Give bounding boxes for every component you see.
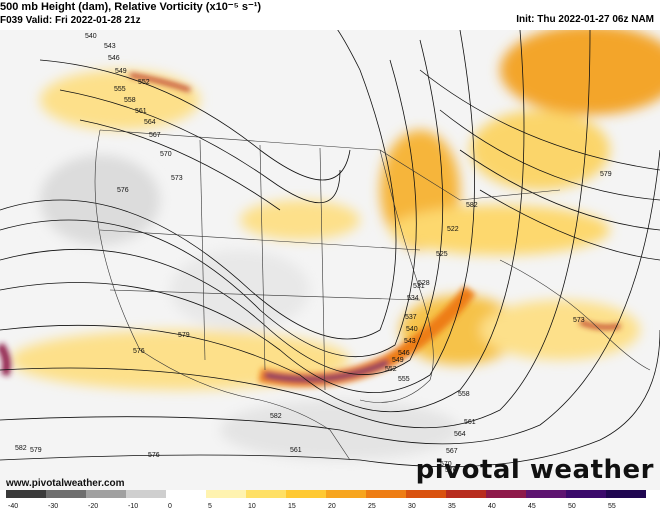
colorbar-tick-label: 40	[488, 503, 496, 510]
contour-label: 567	[149, 132, 161, 139]
contour-label: 540	[85, 33, 97, 40]
colorbar-swatch	[86, 490, 126, 498]
contour-label: 570	[440, 461, 452, 468]
contour-label: 546	[108, 55, 120, 62]
contour-label: 576	[445, 467, 457, 474]
contour-label: 579	[178, 332, 190, 339]
contour-labels: 5405435465495525555585615645675705735765…	[15, 33, 612, 474]
vorticity-colorbar: -40 -30 -20 -10 0 5 10 15 20 25 30 35 40 45 50 55	[6, 490, 646, 510]
colorbar-swatch	[46, 490, 86, 498]
colorbar-swatch	[446, 490, 486, 498]
colorbar-tick-label: 50	[568, 503, 576, 510]
weather-map: 5405435465495525555585615645675705735765…	[0, 30, 660, 490]
contour-label: 525	[436, 251, 448, 258]
colorbar-tick-label: 0	[168, 503, 172, 510]
colorbar-swatch	[406, 490, 446, 498]
colorbar-swatch	[206, 490, 246, 498]
contour-label: 576	[148, 452, 160, 459]
contour-label: 537	[405, 314, 417, 321]
colorbar-swatch	[286, 490, 326, 498]
contour-label: 543	[404, 338, 416, 345]
contour-label: 579	[600, 171, 612, 178]
colorbar-tick-label: -10	[128, 503, 138, 510]
colorbar-swatch	[126, 490, 166, 498]
contour-label: 549	[115, 68, 127, 75]
contour-label: 543	[104, 43, 116, 50]
contour-label: 564	[454, 431, 466, 438]
contour-label: 558	[124, 97, 136, 104]
political-borders	[94, 129, 651, 461]
contour-label: 522	[447, 226, 459, 233]
contour-label: 552	[385, 366, 397, 373]
contour-label: 555	[114, 86, 126, 93]
colorbar-tick-label: 10	[248, 503, 256, 510]
contour-label: 567	[446, 448, 458, 455]
contour-label: 570	[160, 151, 172, 158]
brand-logo: pivotal weather	[415, 455, 654, 485]
colorbar-swatch	[366, 490, 406, 498]
init-time: Init: Thu 2022-01-27 06z NAM	[516, 14, 654, 25]
contour-label: 579	[30, 447, 42, 454]
colorbar-swatch	[526, 490, 566, 498]
colorbar-tick-label: 45	[528, 503, 536, 510]
contour-label: 549	[392, 357, 404, 364]
contour-label: 576	[133, 348, 145, 355]
contour-label: 561	[290, 447, 302, 454]
colorbar-swatch	[486, 490, 526, 498]
contour-label: 546	[398, 350, 410, 357]
valid-time: F039 Valid: Fri 2022-01-28 21z	[0, 14, 660, 28]
contour-label: 540	[406, 326, 418, 333]
colorbar-tick-label: 25	[368, 503, 376, 510]
colorbar-tick-label: 55	[608, 503, 616, 510]
contour-label: 582	[270, 413, 282, 420]
contour-label: 528	[418, 280, 430, 287]
contour-label: 561	[135, 108, 147, 115]
contour-label: 564	[144, 119, 156, 126]
website-credit: www.pivotalweather.com	[6, 478, 125, 489]
contour-label: 582	[466, 202, 478, 209]
colorbar-tick-label: 15	[288, 503, 296, 510]
contour-label: 558	[458, 391, 470, 398]
contour-label: 573	[171, 175, 183, 182]
colorbar-swatch	[166, 490, 206, 498]
map-title: 500 mb Height (dam), Relative Vorticity …	[0, 0, 660, 14]
contour-label: 531	[413, 283, 425, 290]
colorbar-swatch	[606, 490, 646, 498]
contour-label: 534	[407, 295, 419, 302]
colorbar-swatch	[246, 490, 286, 498]
contour-label: 573	[573, 317, 585, 324]
colorbar-tick-label: 30	[408, 503, 416, 510]
colorbar-tick-label: 20	[328, 503, 336, 510]
contour-label: 552	[138, 79, 150, 86]
colorbar-tick-label: -30	[48, 503, 58, 510]
colorbar-tick-label: -40	[8, 503, 18, 510]
colorbar-swatch	[326, 490, 366, 498]
contour-label: 576	[117, 187, 129, 194]
colorbar-tick-label: 5	[208, 503, 212, 510]
colorbar-tick-label: -20	[88, 503, 98, 510]
colorbar-swatch	[566, 490, 606, 498]
colorbar-tick-label: 35	[448, 503, 456, 510]
contour-label: 555	[398, 376, 410, 383]
contour-label: 582	[15, 445, 27, 452]
contour-label: 561	[464, 419, 476, 426]
colorbar-swatch	[6, 490, 46, 498]
